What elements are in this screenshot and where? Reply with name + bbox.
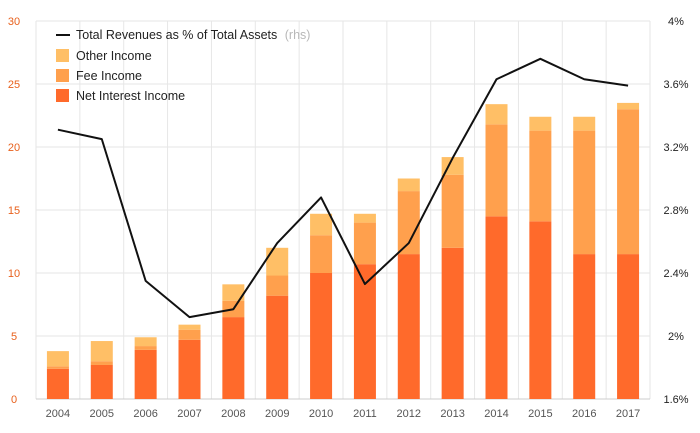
x-tick-label-2004: 2004	[46, 408, 70, 420]
ratio-line-layer	[57, 57, 629, 319]
legend-label-net-interest-income: Net Interest Income	[76, 89, 185, 103]
bar-net-interest-income-2014	[485, 216, 508, 399]
right-y-tick-label: 2.8%	[663, 205, 688, 217]
right-y-tick-label: 3.2%	[663, 142, 688, 154]
legend-label-ratio: Total Revenues as % of Total Assets (rhs…	[76, 28, 310, 42]
left-y-tick-label: 15	[8, 205, 20, 217]
bar-net-interest-income-2009	[266, 295, 289, 399]
bar-fee-income-2004	[46, 366, 69, 369]
bar-fee-income-2012	[397, 191, 420, 255]
bar-net-interest-income-2013	[441, 247, 464, 399]
bar-other-income-2004	[46, 351, 69, 367]
bar-net-interest-income-2017	[617, 254, 640, 399]
x-tick-label-2009: 2009	[265, 408, 289, 420]
bar-net-interest-income-2007	[178, 339, 201, 399]
bar-net-interest-income-2006	[134, 349, 157, 399]
bar-other-income-2012	[397, 178, 420, 192]
right-y-axis: 1.6% 2% 2.4% 2.8% 3.2% 3.6% 4%	[663, 16, 688, 406]
x-tick-label-2017: 2017	[616, 408, 640, 420]
x-tick-label-2005: 2005	[90, 408, 114, 420]
bar-fee-income-2013	[441, 174, 464, 248]
right-y-tick-label: 4%	[668, 16, 684, 28]
bar-fee-income-2010	[310, 235, 333, 273]
right-y-tick-label: 2%	[668, 331, 684, 343]
bar-other-income-2014	[485, 104, 508, 125]
right-y-tick-label: 3.6%	[663, 79, 688, 91]
bar-fee-income-2011	[353, 222, 376, 265]
bar-other-income-2017	[617, 102, 640, 110]
bar-fee-income-2016	[573, 130, 596, 255]
bar-other-income-2005	[90, 341, 113, 362]
left-y-axis: 0 5 10 15 20 25 30	[8, 16, 20, 406]
bar-fee-income-2009	[266, 275, 289, 296]
bar-net-interest-income-2005	[90, 364, 113, 399]
legend-label-ratio-text: Total Revenues as % of Total Assets	[76, 28, 277, 42]
bar-net-interest-income-2012	[397, 254, 420, 399]
left-y-tick-label: 5	[11, 331, 17, 343]
right-y-tick-label: 2.4%	[663, 268, 688, 280]
bar-net-interest-income-2004	[46, 368, 69, 399]
left-y-tick-label: 30	[8, 16, 20, 28]
bar-other-income-2007	[178, 324, 201, 330]
x-tick-label-2010: 2010	[309, 408, 333, 420]
x-tick-label-2015: 2015	[528, 408, 552, 420]
bar-net-interest-income-2015	[529, 221, 552, 399]
left-y-tick-label: 20	[8, 142, 20, 154]
stacked-bars	[46, 102, 640, 399]
x-tick-label-2016: 2016	[572, 408, 596, 420]
x-tick-label-2006: 2006	[133, 408, 157, 420]
bar-other-income-2016	[573, 116, 596, 131]
left-y-tick-label: 10	[8, 268, 20, 280]
legend-label-fee-income: Fee Income	[76, 69, 142, 83]
bar-fee-income-2014	[485, 124, 508, 217]
ratio-line	[57, 57, 629, 319]
x-axis: 2004 2005 2006 2007 2008 2009 2010 2011 2012 2013…	[46, 408, 641, 420]
bar-fee-income-2017	[617, 109, 640, 255]
legend-swatch-other-income	[56, 49, 69, 62]
bar-other-income-2011	[353, 213, 376, 223]
right-y-tick-label: 1.6%	[663, 394, 688, 406]
legend-label-other-income: Other Income	[76, 49, 152, 63]
bar-fee-income-2007	[178, 329, 201, 340]
x-tick-label-2014: 2014	[484, 408, 508, 420]
x-tick-label-2011: 2011	[353, 408, 377, 420]
bar-net-interest-income-2011	[353, 264, 376, 399]
bar-other-income-2015	[529, 116, 552, 131]
bar-net-interest-income-2008	[222, 317, 245, 399]
x-tick-label-2007: 2007	[177, 408, 201, 420]
bar-fee-income-2015	[529, 130, 552, 222]
bar-other-income-2006	[134, 337, 157, 347]
bar-fee-income-2006	[134, 346, 157, 350]
bar-other-income-2009	[266, 247, 289, 276]
left-y-tick-label: 25	[8, 79, 20, 91]
x-tick-label-2008: 2008	[221, 408, 245, 420]
bar-other-income-2010	[310, 213, 333, 236]
legend-swatch-net-interest-income	[56, 89, 69, 102]
legend-swatch-fee-income	[56, 69, 69, 82]
legend: Total Revenues as % of Total Assets (rhs…	[56, 28, 310, 103]
left-y-tick-label: 0	[11, 394, 17, 406]
x-tick-label-2013: 2013	[440, 408, 464, 420]
bar-net-interest-income-2016	[573, 254, 596, 399]
x-tick-label-2012: 2012	[397, 408, 421, 420]
bar-net-interest-income-2010	[310, 273, 333, 399]
bar-other-income-2008	[222, 284, 245, 301]
legend-label-ratio-note: (rhs)	[285, 28, 311, 42]
bar-fee-income-2005	[90, 361, 113, 365]
